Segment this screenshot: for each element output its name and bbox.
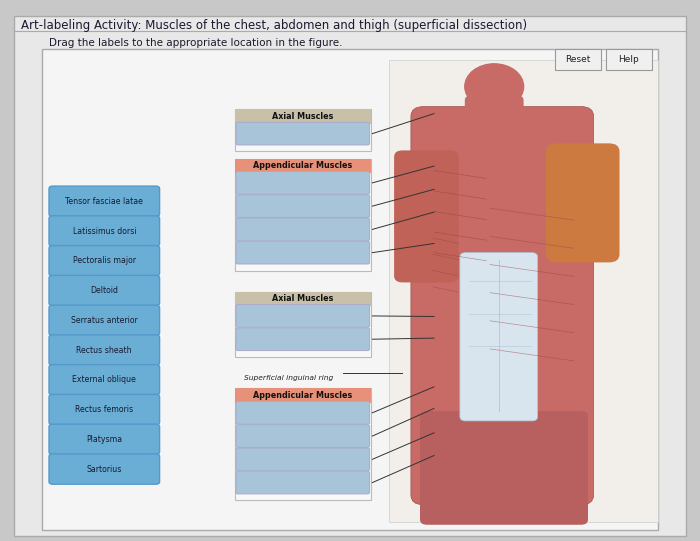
FancyBboxPatch shape (234, 109, 371, 124)
Text: Sartorius: Sartorius (87, 465, 122, 473)
FancyBboxPatch shape (234, 109, 371, 151)
Text: Platysma: Platysma (86, 435, 122, 444)
FancyBboxPatch shape (49, 424, 160, 454)
FancyBboxPatch shape (236, 471, 370, 494)
FancyBboxPatch shape (236, 195, 370, 217)
FancyBboxPatch shape (236, 448, 370, 471)
FancyBboxPatch shape (234, 388, 371, 500)
FancyBboxPatch shape (234, 292, 371, 306)
Text: Pectoralis major: Pectoralis major (73, 256, 136, 265)
FancyBboxPatch shape (389, 60, 658, 522)
FancyBboxPatch shape (49, 216, 160, 246)
FancyBboxPatch shape (234, 159, 371, 270)
FancyBboxPatch shape (236, 401, 370, 424)
Text: Axial Muscles: Axial Muscles (272, 112, 333, 121)
Text: Rectus femoris: Rectus femoris (75, 405, 134, 414)
Text: Art-labeling Activity: Muscles of the chest, abdomen and thigh (superficial diss: Art-labeling Activity: Muscles of the ch… (21, 19, 527, 32)
FancyBboxPatch shape (236, 218, 370, 241)
FancyBboxPatch shape (555, 49, 601, 70)
Text: Rectus sheath: Rectus sheath (76, 346, 132, 354)
Text: Latissimus dorsi: Latissimus dorsi (73, 227, 136, 235)
Circle shape (465, 64, 524, 109)
FancyBboxPatch shape (460, 253, 538, 421)
Text: Reset: Reset (566, 55, 591, 64)
FancyBboxPatch shape (236, 122, 370, 145)
FancyBboxPatch shape (236, 305, 370, 327)
Text: External oblique: External oblique (72, 375, 136, 384)
FancyBboxPatch shape (606, 49, 652, 70)
FancyBboxPatch shape (49, 186, 160, 216)
FancyBboxPatch shape (234, 292, 371, 357)
FancyBboxPatch shape (49, 275, 160, 306)
FancyBboxPatch shape (420, 411, 588, 525)
Text: Appendicular Muscles: Appendicular Muscles (253, 391, 352, 400)
FancyBboxPatch shape (42, 49, 658, 530)
FancyBboxPatch shape (14, 16, 686, 536)
FancyBboxPatch shape (49, 335, 160, 365)
FancyBboxPatch shape (465, 96, 524, 140)
Text: Serratus anterior: Serratus anterior (71, 316, 138, 325)
Text: Tensor fasciae latae: Tensor fasciae latae (65, 197, 144, 206)
FancyBboxPatch shape (394, 150, 458, 282)
FancyBboxPatch shape (236, 241, 370, 264)
FancyBboxPatch shape (236, 425, 370, 447)
FancyBboxPatch shape (234, 159, 371, 173)
FancyBboxPatch shape (236, 171, 370, 194)
Text: Axial Muscles: Axial Muscles (272, 294, 333, 304)
FancyBboxPatch shape (49, 246, 160, 276)
Text: Appendicular Muscles: Appendicular Muscles (253, 161, 352, 170)
FancyBboxPatch shape (411, 107, 594, 505)
Text: Superficial inguinal ring: Superficial inguinal ring (244, 375, 333, 381)
FancyBboxPatch shape (49, 454, 160, 484)
FancyBboxPatch shape (546, 143, 620, 262)
FancyBboxPatch shape (234, 388, 371, 403)
Text: Drag the labels to the appropriate location in the figure.: Drag the labels to the appropriate locat… (49, 38, 342, 48)
Text: Help: Help (618, 55, 639, 64)
FancyBboxPatch shape (236, 328, 370, 351)
FancyBboxPatch shape (49, 305, 160, 335)
FancyBboxPatch shape (49, 365, 160, 395)
Text: Deltoid: Deltoid (90, 286, 118, 295)
FancyBboxPatch shape (49, 394, 160, 425)
